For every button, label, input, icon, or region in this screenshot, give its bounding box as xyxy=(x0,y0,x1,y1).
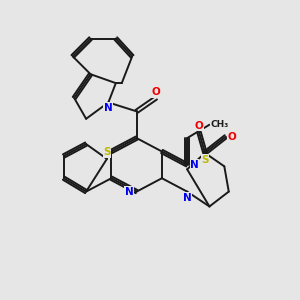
Text: N: N xyxy=(125,187,134,196)
Text: O: O xyxy=(152,87,160,97)
Text: CH₃: CH₃ xyxy=(211,120,229,129)
Text: O: O xyxy=(228,132,237,142)
Text: N: N xyxy=(183,193,191,202)
Text: O: O xyxy=(195,121,203,130)
Text: S: S xyxy=(201,154,209,164)
Text: S: S xyxy=(103,147,111,158)
Text: N: N xyxy=(104,103,113,113)
Text: N: N xyxy=(190,160,199,170)
